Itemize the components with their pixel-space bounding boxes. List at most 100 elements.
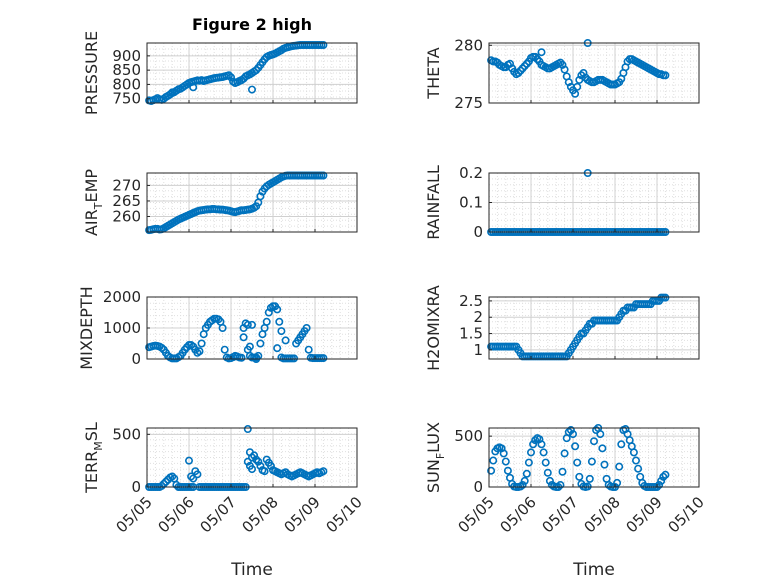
panel-sun_flux: 0 500 SUNFLUX 05/0505/0605/0705/0805/0905/1… [424, 422, 708, 536]
data-point [537, 440, 546, 449]
data-point [566, 426, 575, 435]
data-point [661, 470, 670, 479]
data-point [571, 442, 580, 451]
data-point [587, 457, 596, 466]
data-point [522, 469, 531, 478]
axes-box [146, 427, 358, 488]
data-point [256, 339, 265, 348]
y-axis-label: PRESSURE [82, 31, 101, 115]
y-tick-label: 1.5 [459, 325, 483, 343]
x-tick-label: 05/06 [155, 493, 198, 536]
x-tick-label: 05/10 [665, 493, 708, 536]
y-tick-label: 270 [112, 176, 141, 194]
y-tick-label: 0.1 [459, 194, 483, 212]
data-point [503, 466, 512, 475]
data-point [596, 430, 605, 439]
axes-box [488, 296, 700, 360]
data-point [560, 449, 569, 458]
data-point [568, 430, 577, 439]
x-tick-label: 05/07 [197, 493, 240, 536]
y-tick-label: 1 [473, 341, 483, 359]
x-tick-label: 05/08 [581, 493, 624, 536]
x-tick-label: 05/06 [497, 493, 540, 536]
y-tick-label: 2.5 [459, 292, 483, 310]
data-point [600, 460, 609, 469]
y-axis-label: TERRMSL [82, 422, 105, 494]
data-point [573, 82, 582, 91]
data-point [571, 89, 580, 98]
data-point [526, 448, 535, 457]
x-tick-label: 05/05 [113, 493, 156, 536]
y-tick-label: 750 [112, 90, 141, 108]
y-tick-label: 900 [112, 47, 141, 65]
data-point [248, 320, 257, 329]
y-tick-label: 800 [112, 75, 141, 93]
panel-mixdepth: 0 1000 2000 MIXDEPTH [77, 286, 358, 370]
data-point [319, 171, 328, 180]
data-point [256, 461, 265, 470]
y-axis-label: SUNFLUX [424, 422, 447, 493]
x-tick-label: 05/05 [455, 493, 498, 536]
data-point [524, 458, 533, 467]
data-point [224, 71, 233, 80]
data-point [560, 65, 569, 74]
x-axis-label-right: Time [572, 560, 615, 580]
axes-box [146, 172, 358, 233]
data-point [273, 305, 282, 314]
y-axis-label: MIXDEPTH [77, 286, 96, 369]
data-point [277, 327, 286, 336]
data-point [220, 345, 229, 354]
data-point [583, 482, 592, 491]
y-tick-label: 0 [131, 478, 141, 496]
data-point [239, 333, 248, 342]
y-tick-label: 275 [454, 94, 483, 112]
data-point [573, 458, 582, 467]
data-point [281, 336, 290, 345]
data-point [589, 437, 598, 446]
y-tick-label: 0 [131, 350, 141, 368]
data-point [629, 448, 638, 457]
data-point [539, 448, 548, 457]
y-tick-label: 850 [112, 61, 141, 79]
data-point [319, 354, 328, 363]
data-point [657, 476, 666, 485]
y-tick-label: 280 [454, 36, 483, 54]
panel-rainfall: 0 0.1 0.2 RAINFALL [424, 164, 700, 241]
data-point [218, 323, 227, 332]
data-point [615, 462, 624, 471]
axes-box [146, 42, 358, 104]
data-point [227, 73, 236, 82]
data-point [556, 480, 565, 489]
data-point [545, 476, 554, 485]
data-point [304, 345, 313, 354]
data-point [631, 456, 640, 465]
data-point [319, 467, 328, 476]
axes-box [488, 42, 700, 104]
y-tick-label: 0.2 [459, 164, 483, 182]
data-point [245, 342, 254, 351]
data-point [661, 293, 670, 302]
y-tick-label: 0 [473, 478, 483, 496]
data-point [489, 456, 498, 465]
data-point [248, 465, 257, 474]
data-point [529, 440, 538, 449]
data-point [634, 464, 643, 473]
panel-h2omixra: 11.522.5 H2OMIXRA [424, 285, 700, 371]
x-axis-label-left: Time [230, 560, 273, 580]
data-point [537, 48, 546, 57]
data-point [520, 476, 529, 485]
data-point [543, 468, 552, 477]
data-point [598, 444, 607, 453]
data-point [189, 474, 198, 483]
y-axis-label: H2OMIXRA [424, 285, 443, 371]
y-axis-label: AIRTEMP [82, 169, 105, 236]
data-point [254, 457, 263, 466]
data-point [168, 472, 177, 481]
data-point [157, 343, 166, 352]
y-tick-label: 260 [112, 207, 141, 225]
data-point [262, 317, 271, 326]
data-point [661, 71, 670, 80]
